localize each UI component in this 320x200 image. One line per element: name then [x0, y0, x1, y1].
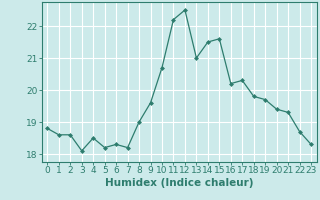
X-axis label: Humidex (Indice chaleur): Humidex (Indice chaleur) — [105, 178, 253, 188]
